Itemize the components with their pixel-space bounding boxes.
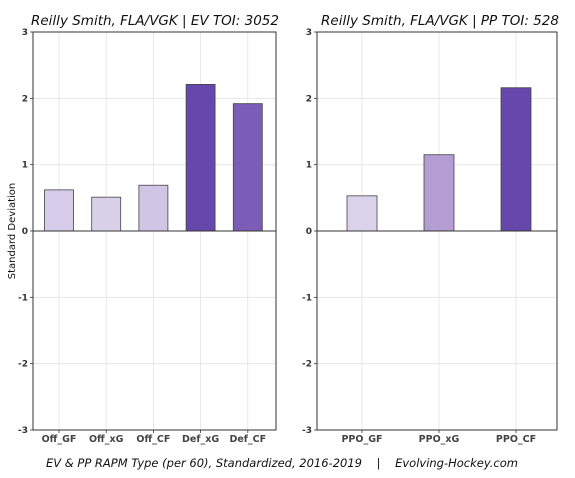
x-tick-label: PPO_GF <box>341 434 382 445</box>
y-tick-label: -2 <box>18 360 28 370</box>
y-tick-label: 3 <box>22 28 28 38</box>
y-tick-label: 1 <box>306 161 312 171</box>
y-tick-label: 1 <box>22 161 28 171</box>
bar-def-xg <box>185 84 216 232</box>
y-tick-label: -3 <box>302 426 312 436</box>
x-tick-label: Off_xG <box>89 434 124 445</box>
bar-off-gf <box>44 189 74 232</box>
y-tick-label: 0 <box>306 227 312 237</box>
plot-frame <box>32 31 277 431</box>
x-tick-label: Off_GF <box>42 434 77 445</box>
bar-def-cf <box>232 103 263 232</box>
chart-footer: EV & PP RAPM Type (per 60), Standardized… <box>46 456 518 470</box>
y-tick-label: 3 <box>306 28 312 38</box>
y-tick-label: -2 <box>302 360 312 370</box>
y-tick-label: 2 <box>22 94 28 104</box>
bar-ppo-cf <box>500 87 532 232</box>
ev-chart-title: Reilly Smith, FLA/VGK | EV TOI: 3052 <box>31 13 279 29</box>
x-tick-label: PPO_xG <box>419 434 460 445</box>
y-tick-label: -1 <box>18 293 28 303</box>
bar-ppo-gf <box>346 195 378 232</box>
bar-off-cf <box>138 184 169 232</box>
y-axis-label: Standard Deviation <box>7 183 18 280</box>
pp-chart-title: Reilly Smith, FLA/VGK | PP TOI: 528 <box>321 13 559 29</box>
x-tick-label: PPO_CF <box>496 434 536 445</box>
y-tick-label: 2 <box>306 94 312 104</box>
x-tick-label: Off_CF <box>136 434 170 445</box>
pp-rapm-panel: Reilly Smith, FLA/VGK | PP TOI: 528 -3 -2… <box>302 13 559 445</box>
ev-rapm-panel: Reilly Smith, FLA/VGK | EV TOI: 3052 Sta… <box>7 13 279 445</box>
x-tick-label: Def_CF <box>229 434 266 445</box>
bar-ppo-xg <box>423 154 455 232</box>
plot-frame <box>316 31 558 431</box>
y-tick-label: -1 <box>302 293 312 303</box>
x-tick-label: Def_xG <box>182 434 219 445</box>
y-tick-label: -3 <box>18 426 28 436</box>
y-tick-label: 0 <box>22 227 28 237</box>
bar-off-xg <box>91 196 122 232</box>
